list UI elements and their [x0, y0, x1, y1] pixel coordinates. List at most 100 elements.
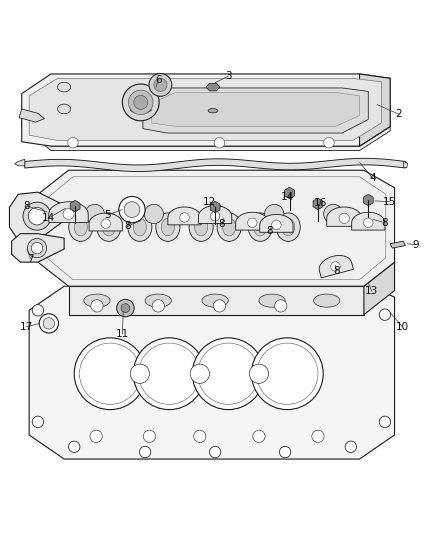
Text: 7: 7 [27, 254, 34, 264]
Text: 5: 5 [104, 210, 111, 220]
Text: 14: 14 [280, 192, 293, 203]
Circle shape [139, 284, 150, 295]
Ellipse shape [74, 219, 87, 236]
Ellipse shape [57, 104, 71, 114]
Polygon shape [363, 195, 372, 206]
Ellipse shape [194, 219, 207, 236]
Circle shape [213, 300, 225, 312]
Polygon shape [10, 192, 64, 240]
Text: 8: 8 [218, 220, 225, 230]
Circle shape [344, 441, 356, 453]
Ellipse shape [281, 219, 294, 236]
Circle shape [205, 204, 224, 224]
Text: 9: 9 [411, 240, 418, 249]
Circle shape [122, 84, 159, 121]
Circle shape [193, 430, 205, 442]
Circle shape [338, 213, 349, 223]
Polygon shape [70, 200, 80, 212]
Polygon shape [403, 161, 407, 167]
Circle shape [311, 430, 323, 442]
Text: 8: 8 [124, 221, 131, 231]
Circle shape [153, 78, 166, 92]
Circle shape [101, 219, 110, 228]
Polygon shape [210, 201, 219, 213]
Circle shape [363, 218, 372, 228]
Circle shape [274, 300, 286, 312]
Circle shape [143, 430, 155, 442]
Circle shape [256, 343, 317, 405]
Ellipse shape [276, 213, 300, 241]
Circle shape [210, 212, 219, 221]
Circle shape [179, 213, 189, 222]
Polygon shape [312, 198, 322, 209]
Circle shape [74, 338, 146, 409]
Circle shape [197, 343, 258, 405]
Ellipse shape [201, 294, 228, 307]
Circle shape [152, 300, 164, 312]
Circle shape [133, 338, 205, 409]
Polygon shape [235, 212, 268, 230]
Ellipse shape [127, 213, 152, 241]
Polygon shape [359, 74, 389, 146]
Circle shape [144, 204, 163, 224]
Circle shape [23, 202, 51, 230]
Ellipse shape [69, 213, 92, 241]
Circle shape [28, 207, 46, 225]
Circle shape [27, 238, 46, 258]
Circle shape [67, 138, 78, 148]
Polygon shape [21, 74, 389, 146]
Circle shape [323, 138, 333, 148]
Text: 3: 3 [224, 71, 231, 81]
Polygon shape [198, 206, 231, 223]
Polygon shape [167, 207, 201, 225]
Text: 8: 8 [333, 266, 339, 276]
Text: 8: 8 [24, 201, 30, 211]
Polygon shape [326, 207, 361, 227]
Circle shape [130, 364, 149, 383]
Polygon shape [351, 212, 384, 230]
Ellipse shape [258, 294, 285, 307]
Ellipse shape [161, 219, 174, 236]
Ellipse shape [96, 213, 120, 241]
Circle shape [378, 309, 390, 320]
Text: 11: 11 [116, 329, 129, 340]
Circle shape [39, 314, 58, 333]
Polygon shape [68, 286, 363, 314]
Text: 13: 13 [364, 286, 378, 296]
Ellipse shape [189, 213, 213, 241]
Circle shape [63, 208, 74, 220]
Circle shape [91, 300, 103, 312]
Ellipse shape [208, 109, 217, 113]
Circle shape [330, 262, 339, 271]
Polygon shape [38, 170, 394, 286]
Circle shape [249, 364, 268, 383]
Polygon shape [143, 88, 367, 133]
Text: 14: 14 [41, 213, 54, 223]
Circle shape [279, 446, 290, 458]
Text: 16: 16 [313, 198, 326, 208]
Circle shape [85, 204, 104, 224]
Circle shape [90, 430, 102, 442]
Ellipse shape [222, 219, 235, 236]
Circle shape [134, 95, 148, 109]
Ellipse shape [217, 213, 240, 241]
Polygon shape [14, 159, 25, 166]
Circle shape [124, 201, 140, 217]
Circle shape [32, 304, 43, 316]
Circle shape [43, 318, 54, 329]
Polygon shape [389, 241, 405, 248]
Polygon shape [25, 158, 405, 172]
Circle shape [68, 441, 80, 453]
Polygon shape [29, 78, 381, 141]
Circle shape [209, 446, 220, 458]
Ellipse shape [133, 219, 146, 236]
Circle shape [139, 446, 150, 458]
Text: 8: 8 [266, 227, 272, 237]
Circle shape [277, 284, 288, 295]
Circle shape [214, 138, 224, 148]
Circle shape [117, 300, 134, 317]
Polygon shape [46, 177, 385, 280]
Circle shape [271, 220, 280, 230]
Circle shape [119, 197, 145, 223]
Text: 17: 17 [19, 322, 32, 332]
